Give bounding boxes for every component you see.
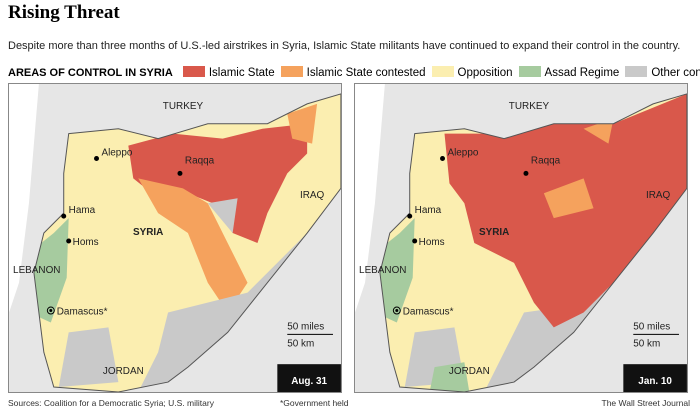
region [33,218,69,323]
place-label: JORDAN [103,366,144,377]
legend-swatch [280,66,303,77]
map-date: Aug. 31 [291,376,327,387]
legend-swatch [518,66,541,77]
place-label: Damascus* [403,307,454,318]
region [58,327,119,388]
place-label: IRAQ [300,190,325,201]
legend-label: Islamic State contested [306,67,426,79]
credit: The Wall Street Journal [601,398,691,408]
place-label: TURKEY [509,101,550,112]
scale-label: 50 km [633,338,660,349]
map-date: Jan. 10 [638,376,672,387]
region [128,123,308,243]
title: Rising Threat [8,2,120,23]
place-label: Hama [415,205,442,216]
region [429,362,470,392]
scale-label: 50 miles [287,321,324,332]
legend: AREAS OF CONTROL IN SYRIA Islamic State Is… [8,66,700,79]
legend-title: AREAS OF CONTROL IN SYRIA [8,66,173,79]
legend-label: Opposition [457,67,513,79]
legend-item: Opposition [431,66,513,79]
place-label: Damascus* [57,307,108,318]
place-label: Aleppo [447,148,478,159]
note: *Government held [280,398,349,408]
place-label: SYRIA [479,227,509,238]
place-label: JORDAN [449,366,490,377]
place-label: SYRIA [133,227,163,238]
region [583,118,614,144]
region [138,178,248,313]
scale-label: 50 km [287,338,314,349]
legend-swatch [625,66,648,77]
map: TURKEY IRAQ SYRIA LEBANON JORDAN Aleppo Raqqa H… [354,83,688,393]
region [379,218,415,323]
place-label: TURKEY [163,101,204,112]
region [543,178,594,219]
place-label: IRAQ [646,190,671,201]
place-label: Raqqa [531,155,561,166]
legend-swatch [431,66,454,77]
place-label: Hama [69,205,96,216]
legend-swatch [182,66,205,77]
place-label: Homs [73,237,99,248]
map: TURKEY IRAQ SYRIA LEBANON JORDAN Aleppo Raqqa H… [8,83,342,393]
legend-item: Other contested [625,66,700,79]
region [287,103,318,144]
place-label: Raqqa [185,155,215,166]
scale-label: 50 miles [633,321,670,332]
place-label: LEBANON [13,265,60,276]
place-label: Homs [419,237,445,248]
subtitle: Despite more than three months of U.S.-l… [8,40,681,52]
legend-label: Other contested [651,67,700,79]
legend-item: Assad Regime [518,66,620,79]
legend-item: Islamic State [182,66,275,79]
legend-label: Assad Regime [544,67,620,79]
source: Sources: Coalition for a Democratic Syri… [8,398,214,408]
place-label: Aleppo [101,148,132,159]
place-label: LEBANON [359,265,406,276]
legend-label: Islamic State [208,67,275,79]
legend-item: Islamic State contested [280,66,426,79]
region [207,198,238,234]
